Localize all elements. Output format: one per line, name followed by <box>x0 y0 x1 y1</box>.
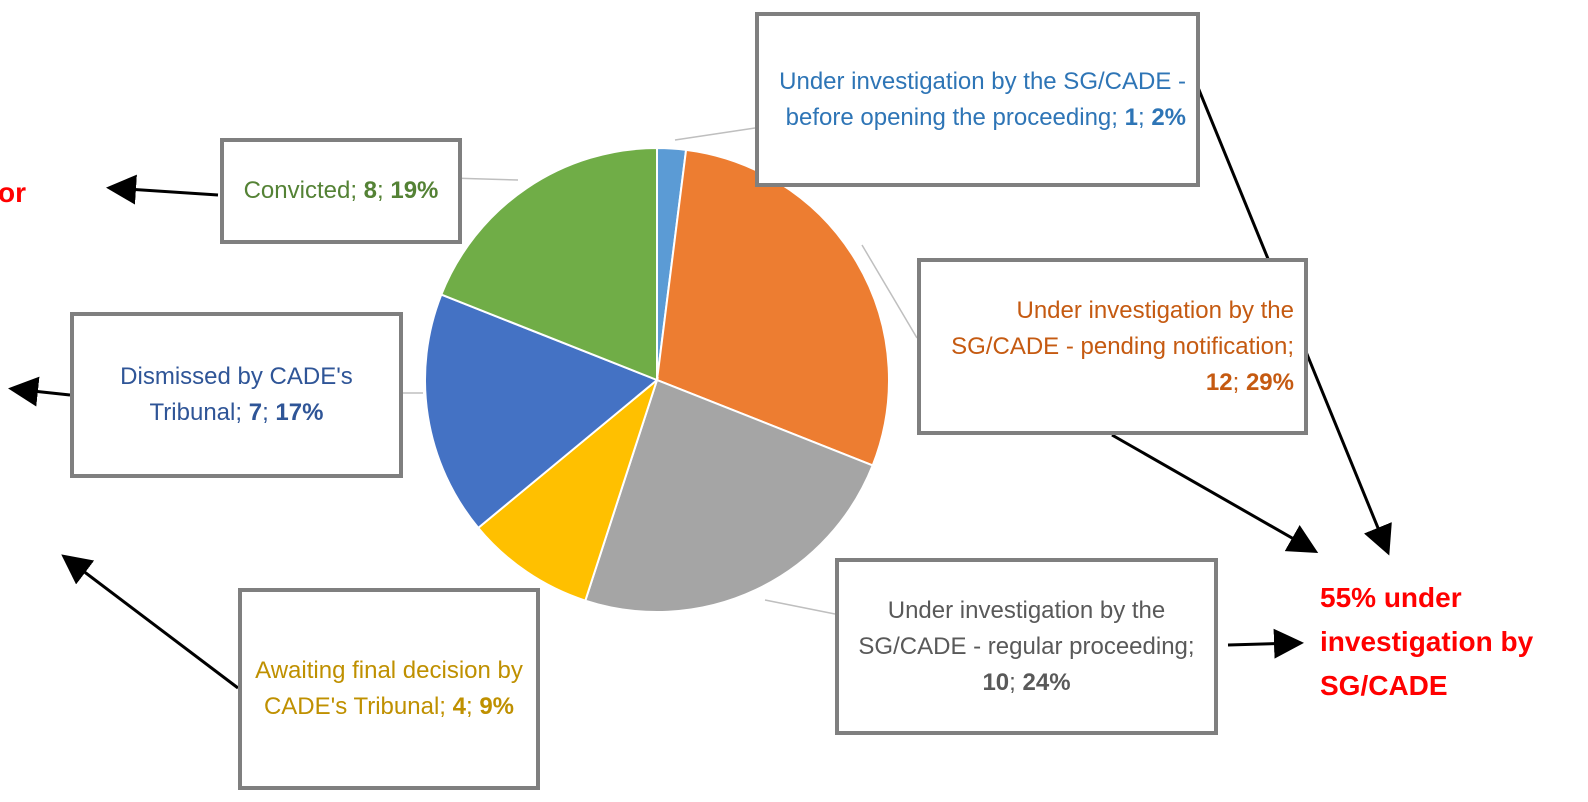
annotation: 55% under investigation by SG/CADE <box>1320 582 1534 701</box>
label-text: Under investigation by the SG/CADE - bef… <box>779 67 1186 131</box>
data-label: 10 <box>982 668 1010 696</box>
arrow <box>8 376 71 407</box>
label-box: Dismissed by CADE's Tribunal; 7; 17% <box>70 312 403 478</box>
pie <box>424 146 890 613</box>
label-text: ; <box>377 177 384 204</box>
label: Under investigation by the SG/CADE - pen… <box>931 293 1294 401</box>
label-text: ; <box>262 399 269 426</box>
data-label: 4 <box>452 693 466 720</box>
label-text: ; <box>1287 332 1294 360</box>
pie-slice <box>439 146 658 382</box>
label-text: Under investigation by the SG/CADE - pen… <box>951 296 1294 360</box>
label-box: Under investigation by the SG/CADE - bef… <box>755 12 1200 187</box>
label-text: Convicted <box>243 177 351 204</box>
arrow <box>1111 433 1319 553</box>
label: Under investigation by the SG/CADE - bef… <box>769 64 1186 136</box>
pie-slice <box>655 148 890 467</box>
pie-slice <box>476 377 660 602</box>
arrow <box>1227 628 1304 659</box>
annotation: or <box>0 177 26 208</box>
leader-line <box>861 244 918 339</box>
pie-slice <box>424 293 659 530</box>
label: Dismissed by CADE's Tribunal; 7; 17% <box>84 359 389 431</box>
leader-line <box>764 599 836 615</box>
label-text: Dismissed by CADE's Tribunal <box>120 363 353 426</box>
arrow <box>61 554 239 690</box>
label: Under investigation by the SG/CADE - reg… <box>849 593 1204 701</box>
label-box: Under investigation by the SG/CADE - pen… <box>917 258 1308 435</box>
pie-slice <box>584 378 875 613</box>
data-label: 19% <box>390 177 439 204</box>
data-label: 1 <box>1124 103 1138 131</box>
label-text: Awaiting final decision by CADE's Tribun… <box>255 657 523 720</box>
label-text: ; <box>465 693 473 720</box>
data-label: 12 <box>1205 368 1233 396</box>
label-text: ; <box>350 177 357 204</box>
label-box: Convicted; 8; 19% <box>220 138 462 244</box>
label-text: ; <box>1111 103 1118 131</box>
data-label: 9% <box>479 693 515 720</box>
data-label: 2% <box>1151 103 1186 131</box>
data-label: 24% <box>1022 668 1071 696</box>
data-label: 29% <box>1245 368 1294 396</box>
label-text: ; <box>235 399 243 426</box>
data-label: 7 <box>248 399 263 426</box>
label: Awaiting final decision by CADE's Tribun… <box>252 653 526 725</box>
label-box: Awaiting final decision by CADE's Tribun… <box>238 588 540 790</box>
leader-line <box>674 127 756 141</box>
label-text: ; <box>439 693 446 720</box>
label-text: ; <box>1009 668 1016 696</box>
label-text: ; <box>1137 103 1145 131</box>
data-label: 8 <box>363 177 378 204</box>
arrow <box>106 174 219 205</box>
data-label: 17% <box>275 399 324 426</box>
label-text: ; <box>1232 368 1240 396</box>
label-box: Under investigation by the SG/CADE - reg… <box>835 558 1218 735</box>
label-text: Under investigation by the SG/CADE - reg… <box>858 596 1188 660</box>
label: Convicted; 8; 19% <box>244 173 439 209</box>
label-text: ; <box>1187 632 1195 660</box>
